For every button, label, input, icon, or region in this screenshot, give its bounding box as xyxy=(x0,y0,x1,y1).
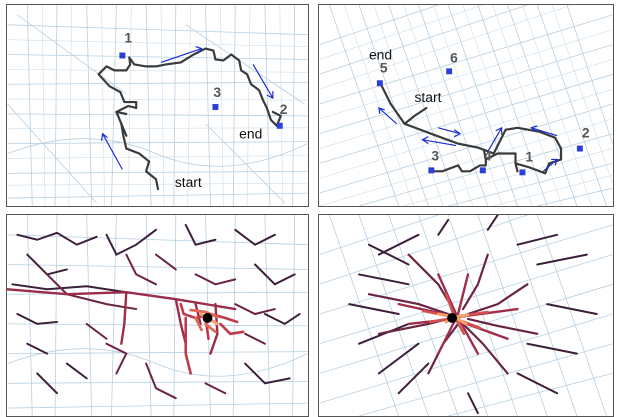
arrow-icon xyxy=(422,139,457,147)
arrow-icon xyxy=(542,159,558,172)
waypoint-2-marker xyxy=(576,145,583,152)
start-label: start xyxy=(415,89,442,105)
arrow-icon xyxy=(487,127,503,152)
waypoint-1-marker xyxy=(519,169,526,176)
waypoint-3-marker xyxy=(428,167,435,174)
waypoint-5-label: 5 xyxy=(380,59,388,75)
arrow-head-icon xyxy=(551,158,558,166)
waypoint-3-marker xyxy=(212,104,219,110)
map-top-left: 1 2 3 end start xyxy=(7,5,308,206)
waypoint-6-label: 6 xyxy=(450,49,458,65)
direction-arrows xyxy=(100,46,274,170)
waypoint-2-label: 2 xyxy=(280,101,288,117)
route-branch xyxy=(403,106,519,173)
origin-marker xyxy=(447,313,458,323)
waypoint-1-marker xyxy=(119,52,126,59)
waypoint-3-label: 3 xyxy=(213,84,221,100)
street-network xyxy=(7,5,308,206)
waypoint-6-marker xyxy=(446,68,453,75)
panel-bottom-left-heatmap xyxy=(6,214,309,417)
waypoint-3-label: 3 xyxy=(431,147,439,163)
start-label: start xyxy=(175,174,202,190)
waypoint-2-marker xyxy=(276,122,283,129)
arrow-icon xyxy=(102,133,123,170)
map-bottom-right xyxy=(319,215,613,416)
waypoint-2-label: 2 xyxy=(582,125,590,141)
arrow-head-icon xyxy=(195,46,203,54)
waypoint-4-label: 4 xyxy=(484,147,492,163)
arrow-head-icon xyxy=(100,132,108,141)
street-network xyxy=(319,215,613,416)
panel-bottom-right-heatmap xyxy=(318,214,614,417)
arrow-head-icon xyxy=(495,126,503,135)
arrow-head-icon xyxy=(266,91,274,100)
arrow-icon xyxy=(438,127,461,135)
street-network xyxy=(319,5,613,206)
origin-marker xyxy=(202,313,213,323)
arrow-head-icon xyxy=(530,125,538,133)
arrow-icon xyxy=(531,127,558,137)
panel-top-left-route: 1 2 3 end start xyxy=(6,4,309,207)
panel-top-right-route: 1 2 3 4 5 6 end start xyxy=(318,4,614,207)
map-top-right: 1 2 3 4 5 6 end start xyxy=(319,5,613,206)
arrow-icon xyxy=(160,48,202,63)
end-label: end xyxy=(239,126,262,142)
arrow-head-icon xyxy=(453,129,462,138)
arrow-icon xyxy=(252,64,274,99)
street-network xyxy=(7,215,308,416)
waypoint-1-label: 1 xyxy=(525,148,533,164)
arrow-head-icon xyxy=(421,136,429,145)
route-branch xyxy=(115,110,128,137)
waypoint-5-marker xyxy=(376,80,383,87)
waypoint-1-label: 1 xyxy=(124,30,132,46)
arrow-icon xyxy=(378,107,398,125)
waypoint-4-marker xyxy=(479,167,486,174)
direction-arrows xyxy=(378,107,558,172)
end-label: end xyxy=(369,46,392,62)
map-bottom-left xyxy=(7,215,308,416)
arrow-head-icon xyxy=(378,107,385,115)
